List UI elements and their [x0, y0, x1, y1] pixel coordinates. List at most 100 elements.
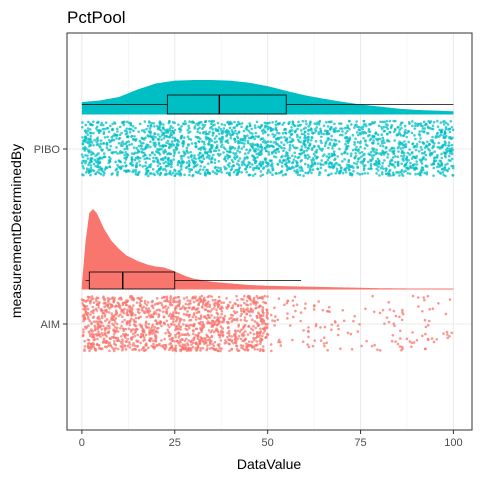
data-point	[220, 130, 223, 133]
data-point	[325, 160, 328, 164]
data-point	[130, 152, 134, 155]
data-point	[255, 294, 259, 298]
data-point	[403, 140, 406, 143]
data-point	[179, 174, 182, 177]
data-point	[157, 133, 160, 136]
data-point	[341, 130, 344, 133]
data-point	[125, 340, 128, 343]
data-point	[440, 152, 443, 156]
data-point	[86, 307, 90, 311]
data-point	[201, 155, 205, 158]
data-point	[388, 130, 391, 134]
data-point	[145, 303, 149, 307]
data-point	[313, 122, 317, 125]
data-point	[363, 171, 367, 175]
data-point	[260, 338, 264, 341]
data-point	[120, 309, 124, 312]
data-point	[119, 165, 122, 169]
data-point	[213, 158, 217, 162]
y-tick-label: AIM	[40, 319, 60, 331]
data-point	[181, 343, 185, 346]
data-point	[102, 174, 105, 177]
data-point	[158, 147, 161, 151]
data-point	[237, 163, 241, 167]
data-point	[143, 120, 147, 123]
data-point	[307, 345, 311, 349]
data-point	[90, 295, 94, 298]
data-point	[375, 137, 378, 141]
data-point	[139, 335, 143, 338]
data-point	[374, 152, 378, 156]
data-point	[286, 317, 289, 320]
data-point	[108, 337, 112, 340]
data-point	[255, 306, 258, 310]
data-point	[327, 132, 331, 135]
data-point	[83, 305, 87, 308]
data-point	[147, 135, 150, 138]
data-point	[302, 149, 306, 153]
data-point	[258, 333, 262, 336]
data-point	[385, 167, 388, 171]
data-point	[231, 306, 234, 310]
data-point	[251, 318, 254, 322]
data-point	[186, 324, 190, 328]
data-point	[138, 156, 142, 160]
data-point	[282, 121, 286, 125]
data-point	[100, 314, 104, 318]
data-point	[244, 152, 247, 155]
data-point	[131, 335, 135, 339]
data-point	[135, 146, 139, 150]
data-point	[451, 148, 455, 152]
data-point	[275, 131, 279, 135]
data-point	[135, 301, 139, 304]
data-point	[241, 298, 245, 301]
data-point	[215, 144, 219, 147]
data-point	[180, 124, 183, 128]
data-point	[246, 141, 250, 145]
data-point	[445, 330, 449, 334]
data-point	[223, 157, 227, 160]
data-point	[339, 347, 342, 350]
data-point	[451, 128, 455, 132]
data-point	[369, 150, 373, 154]
data-point	[201, 131, 205, 135]
data-point	[432, 162, 435, 165]
data-point	[237, 120, 240, 124]
data-point	[413, 127, 417, 130]
data-point	[261, 296, 264, 299]
data-point	[176, 316, 180, 319]
data-point	[240, 309, 243, 313]
data-point	[371, 134, 374, 138]
data-point	[279, 344, 283, 347]
data-point	[147, 165, 150, 169]
data-point	[359, 140, 362, 143]
data-point	[265, 335, 268, 339]
data-point	[130, 135, 133, 138]
data-point	[130, 158, 134, 161]
data-point	[378, 349, 382, 352]
data-point	[177, 295, 180, 299]
data-point	[110, 135, 114, 139]
data-point	[178, 127, 182, 130]
data-point	[131, 124, 135, 128]
data-point	[259, 174, 263, 178]
data-point	[256, 348, 259, 351]
data-point	[123, 153, 127, 157]
data-point	[330, 328, 333, 332]
data-point	[261, 334, 264, 338]
data-point	[159, 144, 162, 148]
data-point	[99, 139, 103, 142]
data-point	[152, 330, 156, 334]
data-point	[172, 300, 175, 304]
data-point	[199, 349, 202, 352]
data-point	[167, 334, 171, 338]
data-point	[378, 174, 381, 177]
data-point	[219, 349, 222, 353]
data-point	[300, 132, 304, 136]
data-point	[382, 153, 386, 156]
data-point	[209, 122, 213, 126]
data-point	[337, 327, 340, 331]
data-point	[226, 121, 229, 124]
data-point	[172, 158, 175, 161]
data-point	[270, 349, 273, 353]
